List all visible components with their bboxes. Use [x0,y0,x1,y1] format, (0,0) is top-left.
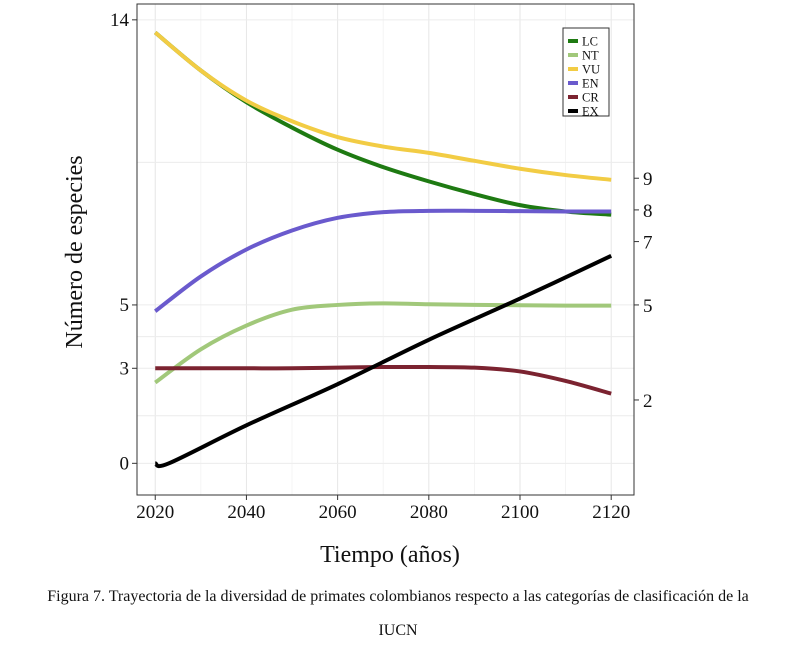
y-axis-left: 0 3 5 14 [110,10,137,474]
x-tick-label: 2080 [410,502,448,523]
series-line-cr [155,364,612,396]
x-tick-label: 2120 [592,502,630,523]
series-line-ex [153,254,613,469]
y-axis-title: Número de especies [62,155,88,348]
series-line-en [154,208,612,313]
y-tick-label-right: 2 [643,391,653,412]
legend-label-lc: LC [582,35,598,49]
legend-label-en: EN [582,77,599,91]
series-line-nt [154,301,612,385]
y-tick-label-right: 9 [643,169,653,190]
line-chart: 2020 2040 2060 2080 2100 2120 0 3 5 14 9 8 7 5 2 Tie… [62,3,653,568]
y-tick-label-left: 5 [120,295,130,316]
y-axis-right: 9 8 7 5 2 [634,169,653,412]
x-tick-label: 2020 [136,502,174,523]
y-tick-label-left: 0 [120,453,130,474]
series-lines [153,30,613,469]
x-axis: 2020 2040 2060 2080 2100 2120 [136,495,630,523]
figure-caption: Figura 7. Trayectoria de la diversidad d… [0,580,796,648]
y-tick-label-left: 14 [110,10,130,31]
legend-label-cr: CR [582,91,599,105]
series-line-vu [153,30,612,182]
y-tick-label-left: 3 [120,358,130,379]
caption-line-1: Figura 7. Trayectoria de la diversidad d… [47,588,749,605]
legend-label-ex: EX [582,105,599,119]
legend-label-nt: NT [582,49,599,63]
x-tick-label: 2100 [501,502,539,523]
plot-panel [136,3,635,496]
legend-label-vu: VU [582,63,600,77]
caption-line-2: IUCN [378,622,418,639]
x-tick-label: 2040 [227,502,265,523]
x-axis-title: Tiempo (años) [320,542,460,568]
y-tick-label-right: 8 [643,201,653,222]
y-tick-label-right: 5 [643,296,653,317]
x-tick-label: 2060 [319,502,357,523]
y-tick-label-right: 7 [643,233,653,254]
